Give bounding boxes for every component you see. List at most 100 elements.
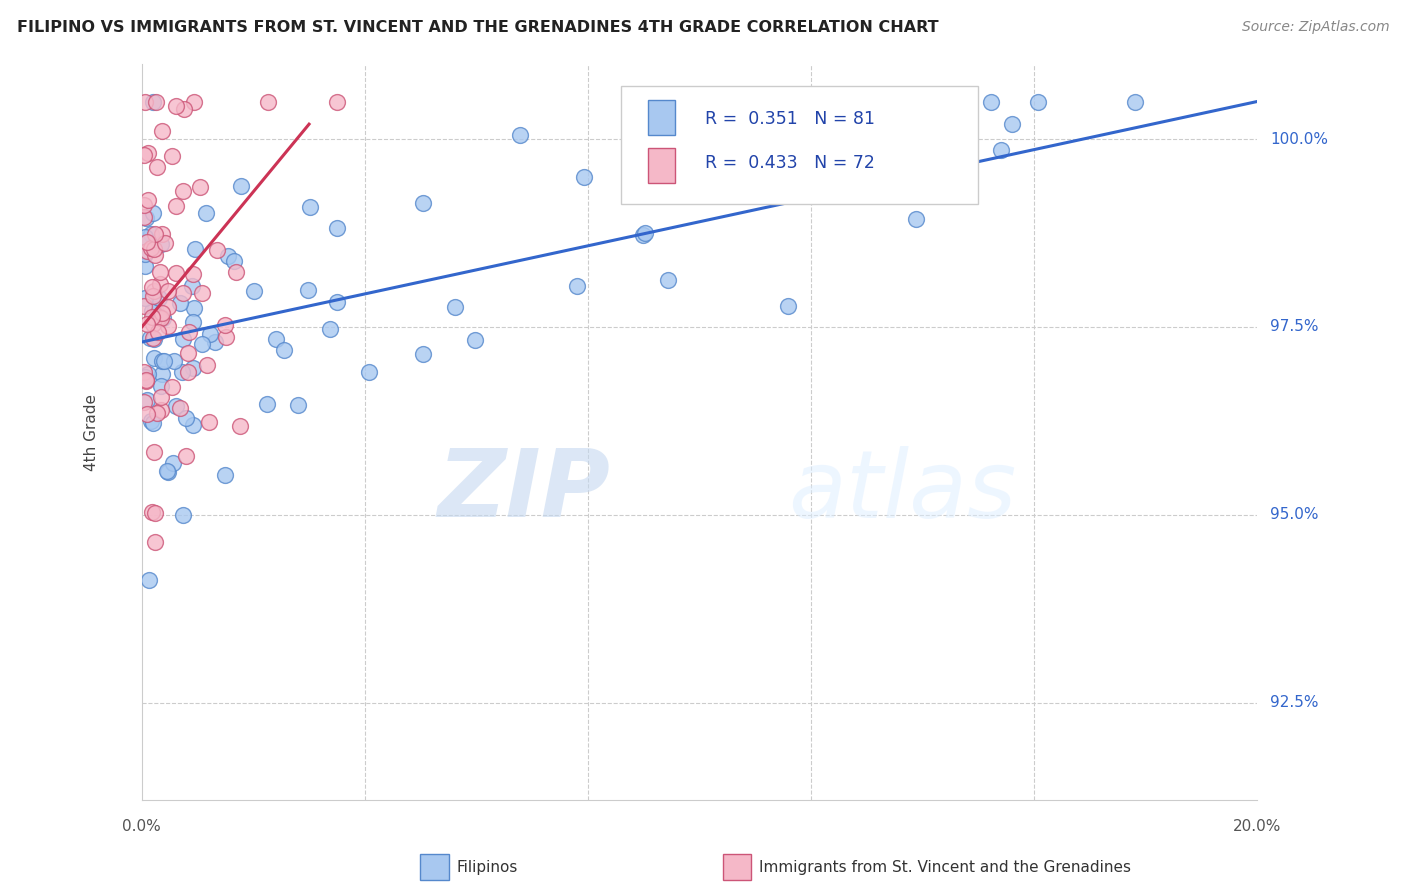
Point bbox=[180, 279, 202, 293]
Text: 97.5%: 97.5% bbox=[1270, 319, 1319, 334]
Text: atlas: atlas bbox=[789, 445, 1017, 537]
Point bbox=[146, 325, 169, 339]
Point bbox=[136, 235, 159, 249]
Text: Source: ZipAtlas.com: Source: ZipAtlas.com bbox=[1241, 20, 1389, 34]
Point bbox=[148, 291, 170, 305]
Point bbox=[141, 331, 163, 345]
Point bbox=[173, 102, 195, 116]
Point bbox=[143, 227, 166, 241]
Point bbox=[273, 343, 295, 358]
Point bbox=[191, 285, 214, 300]
Point bbox=[956, 95, 979, 109]
Point bbox=[172, 184, 194, 198]
Point bbox=[956, 95, 979, 109]
Point bbox=[141, 304, 163, 318]
Point bbox=[412, 195, 434, 210]
Point bbox=[150, 124, 173, 138]
Point bbox=[177, 346, 200, 360]
Point bbox=[298, 200, 321, 214]
Point bbox=[156, 464, 179, 478]
Point bbox=[204, 335, 226, 350]
Point bbox=[150, 227, 173, 242]
Point bbox=[217, 250, 239, 264]
Point bbox=[565, 279, 588, 293]
Text: R =  0.351   N = 81: R = 0.351 N = 81 bbox=[704, 111, 875, 128]
Point bbox=[181, 361, 204, 376]
Point bbox=[464, 333, 486, 347]
Point bbox=[174, 410, 197, 425]
Point bbox=[231, 178, 253, 193]
Point bbox=[134, 291, 156, 305]
Point bbox=[990, 143, 1012, 157]
Text: 20.0%: 20.0% bbox=[1233, 819, 1281, 834]
Point bbox=[509, 128, 531, 142]
Point bbox=[325, 294, 347, 309]
Point bbox=[980, 95, 1002, 109]
Point bbox=[412, 346, 434, 360]
Point bbox=[141, 414, 163, 428]
Text: 95.0%: 95.0% bbox=[1270, 508, 1319, 523]
Point bbox=[165, 266, 187, 280]
Point bbox=[444, 301, 467, 315]
Point bbox=[198, 416, 221, 430]
Point bbox=[188, 179, 211, 194]
Point bbox=[631, 227, 654, 242]
Point bbox=[132, 365, 155, 379]
Point bbox=[142, 206, 165, 220]
Point bbox=[149, 265, 172, 279]
Point bbox=[778, 299, 800, 313]
Point bbox=[183, 95, 205, 109]
Point bbox=[359, 365, 381, 379]
Point bbox=[200, 326, 222, 341]
Point bbox=[326, 95, 349, 109]
Point bbox=[143, 351, 166, 366]
Point bbox=[174, 449, 197, 463]
Point bbox=[135, 318, 157, 332]
Point bbox=[152, 353, 174, 368]
Point bbox=[160, 379, 183, 393]
Point bbox=[149, 390, 172, 404]
Point bbox=[181, 267, 204, 281]
Point bbox=[142, 416, 165, 430]
Point bbox=[138, 573, 160, 587]
Point bbox=[1000, 117, 1022, 131]
Point bbox=[150, 379, 173, 393]
Point bbox=[136, 393, 159, 408]
Point bbox=[297, 284, 319, 298]
Point bbox=[160, 149, 183, 163]
Point bbox=[142, 285, 165, 299]
Text: 4th Grade: 4th Grade bbox=[84, 393, 100, 471]
Point bbox=[136, 146, 159, 161]
Point bbox=[134, 230, 156, 244]
Point bbox=[264, 332, 287, 346]
Point bbox=[214, 467, 236, 482]
Point bbox=[1123, 95, 1146, 109]
Point bbox=[141, 280, 163, 294]
Point bbox=[222, 254, 245, 268]
Text: Immigrants from St. Vincent and the Grenadines: Immigrants from St. Vincent and the Gren… bbox=[759, 860, 1132, 874]
Point bbox=[229, 418, 252, 433]
Point bbox=[145, 95, 167, 109]
Point bbox=[141, 310, 163, 324]
Point bbox=[157, 285, 180, 299]
Point bbox=[148, 310, 170, 324]
Point bbox=[132, 148, 155, 162]
Point bbox=[195, 358, 218, 372]
Point bbox=[633, 226, 655, 240]
Point bbox=[146, 406, 169, 420]
Point bbox=[157, 300, 180, 314]
Point bbox=[183, 242, 205, 256]
Point bbox=[135, 374, 157, 388]
Point bbox=[195, 206, 218, 220]
Point bbox=[143, 332, 166, 346]
Point bbox=[146, 161, 169, 175]
Point bbox=[150, 367, 173, 381]
Point bbox=[136, 194, 159, 208]
Point bbox=[143, 444, 166, 458]
Point bbox=[136, 408, 159, 422]
Point bbox=[165, 199, 187, 213]
Text: Filipinos: Filipinos bbox=[457, 860, 519, 874]
Point bbox=[165, 99, 187, 113]
Point bbox=[657, 273, 679, 287]
Point bbox=[134, 246, 156, 260]
